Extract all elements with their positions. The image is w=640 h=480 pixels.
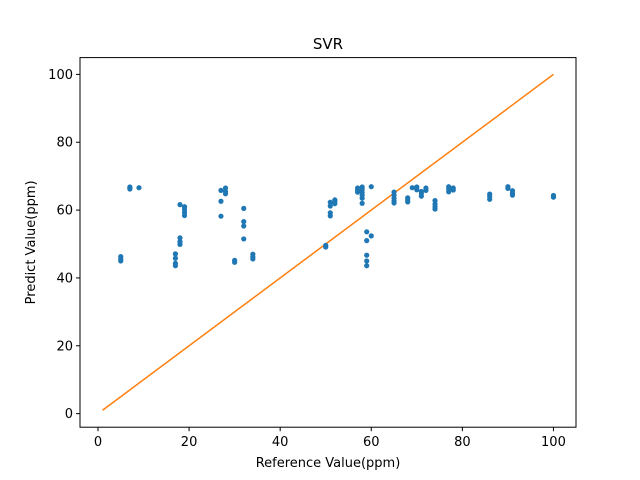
scatter-point <box>136 185 142 191</box>
scatter-point <box>327 199 333 205</box>
scatter-point <box>409 185 415 191</box>
scatter-point <box>368 233 374 239</box>
y-axis: 0 20 40 60 80 100 <box>48 68 80 422</box>
y-tick-label: 20 <box>56 339 73 354</box>
x-tick-label: 40 <box>272 435 289 450</box>
scatter-point <box>218 198 224 204</box>
scatter-point <box>127 186 133 192</box>
scatter-point <box>222 191 229 197</box>
scatter-point <box>432 206 438 212</box>
scatter-point <box>181 212 188 219</box>
scatter-point <box>368 184 374 190</box>
scatter-point <box>487 196 493 202</box>
scatter-point <box>450 187 456 193</box>
y-tick-label: 100 <box>48 68 73 83</box>
x-tick-label: 0 <box>94 435 102 450</box>
scatter-point <box>364 229 370 235</box>
plot-area <box>102 73 557 411</box>
scatter-point <box>172 263 179 269</box>
x-tick-label: 20 <box>181 435 198 450</box>
y-tick-label: 40 <box>56 271 73 286</box>
scatter-point <box>446 189 452 195</box>
scatter-point <box>364 258 370 264</box>
chart-title: SVR <box>313 35 343 53</box>
scatter-point <box>177 235 183 241</box>
scatter-point <box>327 203 333 209</box>
scatter-point <box>327 213 333 219</box>
scatter-point <box>177 241 183 247</box>
scatter-point <box>218 213 224 219</box>
scatter-point <box>241 223 247 229</box>
scatter-point <box>241 205 247 211</box>
scatter-point <box>509 192 516 198</box>
reference-line <box>102 73 554 411</box>
y-tick-label: 60 <box>56 204 73 219</box>
scatter-point <box>118 258 124 264</box>
y-tick-label: 80 <box>56 136 73 151</box>
scatter-point <box>332 201 338 207</box>
scatter-point <box>405 199 411 205</box>
scatter-point <box>241 219 247 225</box>
scatter-point <box>550 194 557 200</box>
scatter-point <box>359 195 365 201</box>
scatter-point <box>414 187 420 193</box>
scatter-point <box>423 187 429 194</box>
scatter-point <box>391 200 397 206</box>
scatter-point <box>232 259 238 265</box>
scatter-point <box>172 251 179 257</box>
scatter-point <box>172 255 179 261</box>
scatter-point <box>364 252 370 258</box>
y-tick-label: 0 <box>65 407 73 422</box>
scatter-point <box>364 238 370 244</box>
x-tick-label: 60 <box>363 435 380 450</box>
scatter-point <box>323 244 329 250</box>
scatter-point <box>359 200 365 206</box>
scatter-point <box>505 185 511 191</box>
scatter-point <box>250 256 256 262</box>
x-tick-label: 80 <box>454 435 471 450</box>
scatter-point <box>355 189 361 195</box>
scatter-point <box>177 202 183 208</box>
axes-frame <box>79 57 577 428</box>
scatter-point <box>218 187 224 194</box>
x-tick-label: 100 <box>541 435 566 450</box>
y-axis-label: Predict Value(ppm) <box>24 180 39 304</box>
scatter-point <box>241 236 247 242</box>
scatter-point <box>364 263 370 269</box>
scatter-point <box>418 193 424 199</box>
x-axis: 0 20 40 60 80 100 <box>94 427 566 450</box>
x-axis-label: Reference Value(ppm) <box>256 456 401 471</box>
